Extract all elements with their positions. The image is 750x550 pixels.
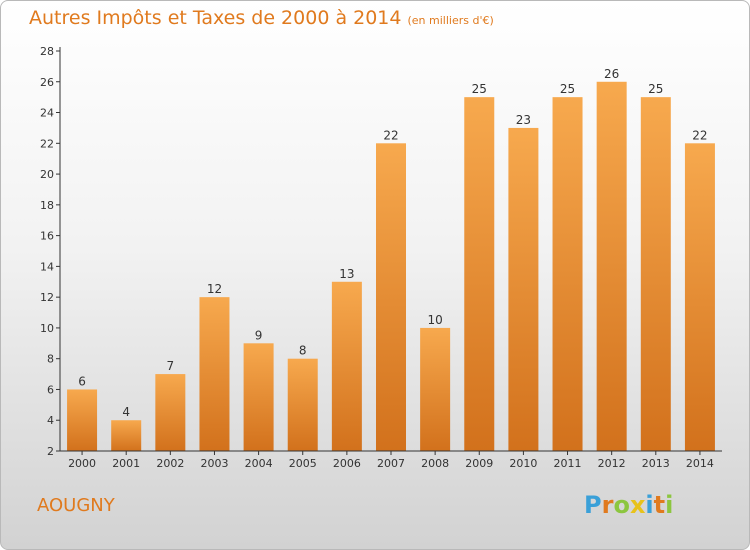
bars-layer: 6 4 7 12 9 8 13 22 10 25 23 25 26 25 22 [67, 67, 715, 452]
y-tick-label-18: 18 [40, 199, 54, 212]
bar-2014 [684, 143, 715, 452]
y-tick-label-12: 12 [40, 291, 54, 304]
x-tick-label-2004: 2004 [245, 457, 273, 470]
logo-letter: x [629, 491, 646, 519]
x-tick-label-2009: 2009 [465, 457, 493, 470]
data-label-2001: 4 [122, 405, 130, 419]
bar-2010 [508, 127, 539, 451]
proxiti-logo[interactable]: Proxiti [584, 491, 673, 519]
x-tick-label-2006: 2006 [333, 457, 361, 470]
axes-layer: 2000 2001 2002 2003 2004 2005 2006 2007 2008 2009… [40, 45, 722, 470]
x-tick-label-2011: 2011 [554, 457, 582, 470]
bar-2006 [331, 281, 362, 451]
bar-2000 [67, 389, 98, 451]
data-label-2005: 8 [299, 344, 307, 358]
y-tick-label-20: 20 [40, 168, 54, 181]
x-tick-label-2008: 2008 [421, 457, 449, 470]
data-label-2007: 22 [383, 128, 398, 142]
data-label-2012: 26 [604, 67, 619, 81]
data-label-2000: 6 [78, 374, 86, 388]
y-tick-label-16: 16 [40, 230, 54, 243]
logo-letter: i [665, 491, 674, 519]
data-label-2011: 25 [560, 82, 575, 96]
chart-title-text: Autres Impôts et Taxes de 2000 à 2014 [29, 7, 402, 29]
chart-title: Autres Impôts et Taxes de 2000 à 2014 (en… [29, 7, 494, 29]
data-label-2014: 22 [692, 128, 707, 142]
bar-2012 [596, 81, 627, 452]
x-tick-label-2003: 2003 [200, 457, 228, 470]
bar-2005 [287, 358, 318, 451]
data-label-2006: 13 [339, 267, 354, 281]
data-label-2013: 25 [648, 82, 663, 96]
y-tick-label-2: 2 [47, 445, 54, 458]
y-tick-label-26: 26 [40, 76, 54, 89]
x-tick-label-2002: 2002 [156, 457, 184, 470]
logo-letter: P [584, 491, 602, 519]
y-tick-label-24: 24 [40, 107, 54, 120]
x-tick-label-2012: 2012 [598, 457, 626, 470]
x-tick-label-2010: 2010 [509, 457, 537, 470]
logo-letter: t [653, 491, 666, 519]
bar-2013 [640, 97, 671, 452]
x-tick-label-2014: 2014 [686, 457, 714, 470]
logo-letter: r [601, 491, 614, 519]
y-tick-label-10: 10 [40, 322, 54, 335]
data-label-2003: 12 [207, 282, 222, 296]
bar-2003 [199, 297, 230, 451]
bar-2008 [420, 327, 451, 451]
data-label-2009: 25 [472, 82, 487, 96]
bar-2002 [155, 374, 186, 451]
y-tick-label-14: 14 [40, 260, 54, 273]
bar-2011 [552, 97, 583, 452]
data-label-2004: 9 [255, 328, 263, 342]
logo-letter: i [645, 491, 654, 519]
y-tick-label-22: 22 [40, 137, 54, 150]
x-tick-label-2013: 2013 [642, 457, 670, 470]
bar-2009 [464, 97, 495, 452]
data-label-2008: 10 [427, 313, 442, 327]
bar-2004 [243, 343, 274, 451]
chart-subtitle: (en milliers d'€) [407, 14, 494, 27]
y-tick-label-8: 8 [47, 353, 54, 366]
x-tick-label-2001: 2001 [112, 457, 140, 470]
data-label-2010: 23 [516, 113, 531, 127]
data-label-2002: 7 [167, 359, 175, 373]
logo-letter: o [613, 491, 630, 519]
x-tick-label-2005: 2005 [289, 457, 317, 470]
city-name: AOUGNY [37, 495, 115, 516]
bar-2007 [376, 143, 406, 452]
y-tick-label-28: 28 [40, 45, 54, 58]
y-tick-label-4: 4 [47, 414, 54, 427]
y-tick-label-6: 6 [47, 383, 54, 396]
x-tick-label-2007: 2007 [377, 457, 405, 470]
bar-2001 [111, 420, 142, 451]
x-tick-label-2000: 2000 [68, 457, 96, 470]
